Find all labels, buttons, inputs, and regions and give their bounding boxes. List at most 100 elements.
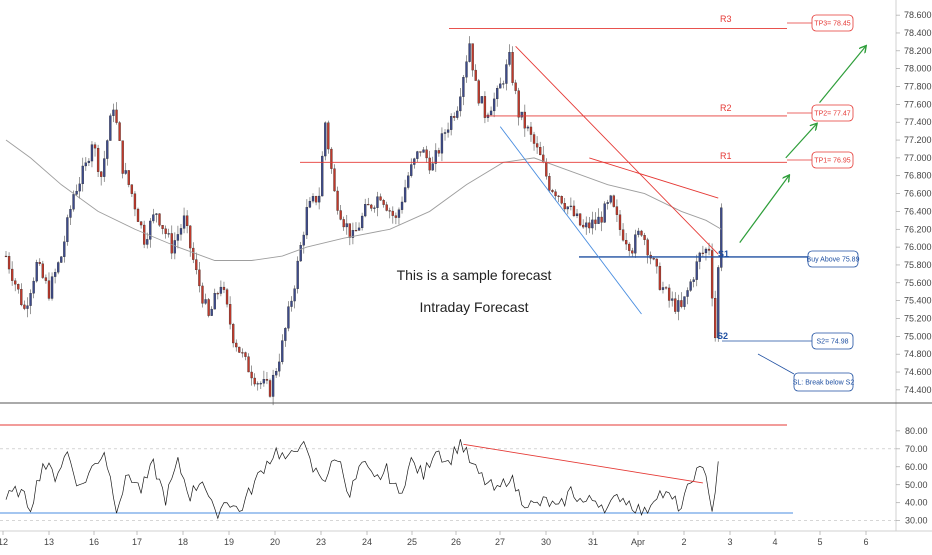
candle-body [72,194,75,210]
candle-body [308,200,312,208]
candle-body [615,206,619,215]
candle-body [93,144,97,149]
r3-label: R3 [720,14,732,24]
candle-body [204,299,207,304]
price-tick-label: 75.000 [904,331,932,341]
candle-body [364,204,367,217]
candle-body [78,183,81,192]
candle-body [201,285,204,304]
candle-body [489,110,493,116]
candle-body [299,245,302,262]
forecast-arrow-1 [739,176,789,244]
tp1-callout-text: TP1= 76.95 [814,158,850,165]
moving-average-series [5,139,722,261]
candle-body [459,96,462,112]
candle-body [284,328,287,341]
tp1-callout: TP1= 76.95 [787,151,854,169]
candle-body [440,133,444,154]
price-tick-label: 76.200 [904,224,932,234]
candle-body [594,219,597,224]
candle-body [449,116,453,130]
time-tick-label: 25 [407,537,417,547]
candle-body [572,205,576,217]
candle-body [692,279,695,282]
candle-body [238,346,241,353]
candle-body [410,164,413,176]
forecast-arrows [739,46,866,244]
candle-body [701,252,705,254]
candle-body [505,64,508,84]
candle-body [523,111,526,129]
candle-body [333,168,336,192]
candle-body [296,260,299,289]
time-axis[interactable]: 12 13 16 17 18 19 20 23 24 25 26 27 30 31 Apr 2 3 4 5 6 [0,531,869,547]
candle-body [253,377,256,385]
candle-body [90,144,94,162]
candle-body [714,298,717,339]
candle-body [462,77,465,97]
price-tick-label: 75.400 [904,296,932,306]
price-tick-label: 77.200 [904,135,932,145]
price-tick-label: 75.800 [904,260,932,270]
time-tick-label: 19 [224,537,234,547]
price-tick-label: 77.800 [904,82,932,92]
candle-body [23,304,26,309]
candle-body [142,224,146,245]
candle-body [100,171,103,177]
time-tick-label: 20 [270,537,280,547]
time-tick-label: 24 [362,537,372,547]
time-tick-label: 12 [0,537,8,547]
candle-body [250,371,253,379]
rsi-reference-lines [0,424,896,522]
candle-body [517,90,520,118]
candle-body [686,290,689,297]
candle-body [259,383,262,385]
candle-body [81,165,84,185]
candle-body [247,356,250,373]
candle-body [618,214,622,230]
candle-body [161,225,164,229]
trend-lines [499,46,719,315]
candle-body [597,216,600,224]
forecast-arrow-3 [819,46,866,103]
price-tick-label: 75.600 [904,278,932,288]
candle-body [425,149,428,159]
candle-body [397,209,401,218]
price-tick-label: 78.400 [904,28,932,38]
candle-body [314,196,318,203]
candle-body [624,240,628,245]
candle-body [471,43,474,71]
candle-body [75,190,78,195]
candle-body [416,151,419,159]
candle-body [302,234,305,246]
candle-body [403,187,407,203]
candle-body [311,196,315,202]
s2-label: S2 [717,331,728,341]
candle-body [655,258,658,267]
candle-body [575,213,579,217]
candle-body [293,288,296,302]
s2-callout-text: S2= 74.98 [816,339,848,346]
price-axis[interactable]: 74.400 74.600 74.800 75.000 75.200 75.400 75.6… [896,10,932,395]
candle-body [38,262,41,264]
sl-callout: SL: Break below S2 [757,353,854,392]
candle-body [551,190,554,192]
candle-body [317,195,321,203]
candle-body [345,223,348,228]
time-tick-label: 5 [817,537,822,547]
candle-body [216,293,219,295]
price-levels [300,28,808,258]
r2-label: R2 [720,103,732,113]
candle-body [508,52,511,65]
rsi-axis[interactable]: 30.00 40.00 50.00 60.00 70.00 80.00 [896,426,928,526]
candle-body [548,176,551,191]
time-tick-label: 30 [541,537,551,547]
candle-body [560,195,563,204]
candle-body [357,227,361,231]
s2-callout: S2= 74.98 [722,332,854,350]
candle-body [603,203,606,223]
candle-body [563,203,566,210]
candle-body [115,109,118,123]
